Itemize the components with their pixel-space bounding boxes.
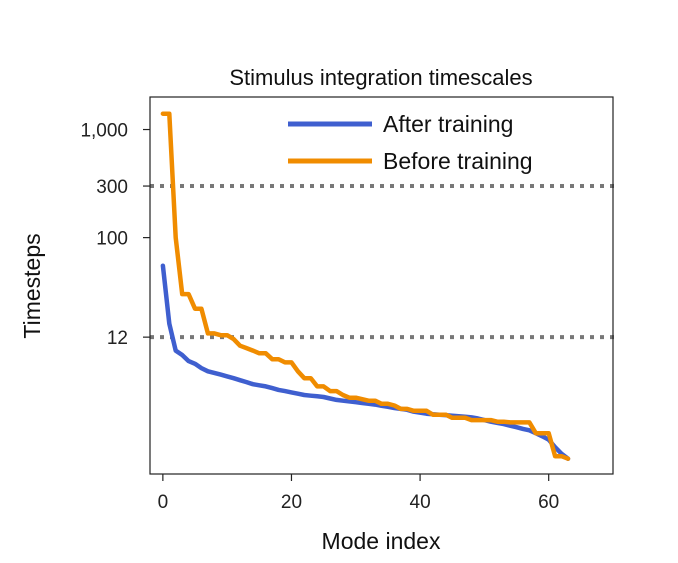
x-axis: 0 20 40 60 [158,474,559,513]
x-tick-label: 0 [158,492,169,513]
plot-area-frame [149,96,614,475]
series-layer [160,111,571,461]
x-axis-title: Mode index [322,528,441,554]
y-tick-label: 100 [96,229,128,250]
series-before-training-line [160,111,571,461]
y-axis-title: Timesteps [19,233,45,338]
y-axis: 12 100 300 1,000 [80,121,150,349]
x-tick-label: 40 [410,492,431,513]
legend-label-before-training: Before training [383,148,533,174]
legend-label-after-training: After training [383,111,513,137]
series-after-training-line [160,263,571,461]
y-tick-label: 12 [107,328,128,349]
y-tick-label: 300 [96,177,128,198]
x-tick-label: 60 [538,492,559,513]
x-tick-label: 20 [281,492,302,513]
reference-lines [150,184,615,340]
y-tick-label: 1,000 [80,121,128,142]
chart-title: Stimulus integration timescales [229,65,532,90]
legend: After training Before training [288,111,533,174]
